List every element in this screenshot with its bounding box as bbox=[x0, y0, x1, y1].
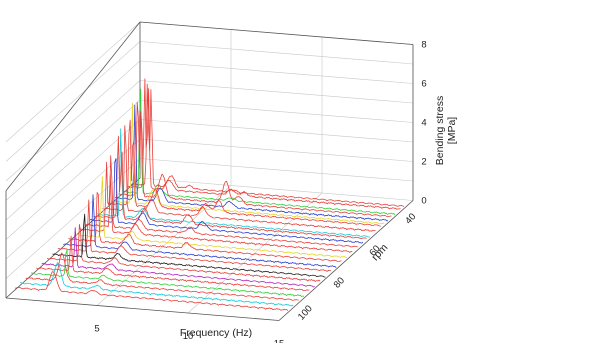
z-tick-label: 0 bbox=[421, 196, 426, 207]
frame-edge bbox=[139, 21, 414, 45]
side-wall-gridline bbox=[5, 99, 141, 221]
frame-edge bbox=[5, 21, 141, 191]
x-tick-label: 5 bbox=[94, 324, 99, 335]
floor-gridline bbox=[187, 192, 323, 314]
x-tick-label: 15 bbox=[274, 339, 285, 343]
series-line-rpm-97 bbox=[20, 262, 294, 307]
x-axis-title: Frequency (Hz) bbox=[180, 327, 252, 339]
series-line-rpm-35 bbox=[130, 83, 405, 207]
series-line-rpm-82 bbox=[46, 223, 321, 282]
back-wall-gridline bbox=[139, 138, 414, 162]
series-line-rpm-44 bbox=[114, 104, 389, 222]
z-tick-label: 6 bbox=[421, 79, 426, 90]
side-wall-gridline bbox=[5, 158, 141, 279]
back-wall-gridline bbox=[139, 119, 414, 143]
series-line-rpm-64 bbox=[79, 161, 353, 253]
back-wall-gridline bbox=[139, 158, 414, 182]
grid-layer bbox=[5, 21, 414, 321]
z-tick-label: 4 bbox=[421, 118, 426, 129]
back-wall-gridline bbox=[139, 99, 414, 123]
series-line-rpm-94 bbox=[25, 252, 299, 301]
series-line-rpm-48 bbox=[107, 119, 381, 227]
series-line-rpm-37 bbox=[127, 78, 401, 210]
back-wall-gridline bbox=[139, 80, 414, 104]
z-tick-label: 8 bbox=[421, 40, 426, 51]
frame-edge bbox=[5, 177, 141, 299]
series-line-rpm-88 bbox=[36, 235, 310, 291]
series-line-rpm-67 bbox=[73, 176, 347, 258]
series-traces bbox=[14, 78, 405, 311]
y-tick-label: 40 bbox=[403, 211, 418, 226]
axis-frame bbox=[5, 21, 414, 321]
z-tick-label: 2 bbox=[421, 157, 426, 168]
series-line-rpm-76 bbox=[57, 199, 331, 272]
frame-edge bbox=[5, 297, 280, 321]
side-wall-gridline bbox=[5, 21, 141, 143]
series-line-rpm-56 bbox=[93, 135, 367, 240]
series-line-rpm-46 bbox=[111, 102, 385, 225]
side-wall-gridline bbox=[5, 41, 141, 162]
z-axis-title: Bending stress[MPa] bbox=[434, 96, 458, 165]
series-line-rpm-73 bbox=[63, 194, 337, 268]
x-tick-label: 10 bbox=[183, 331, 194, 342]
series-line-rpm-85 bbox=[41, 227, 315, 288]
frame-edge bbox=[278, 200, 414, 321]
series-line-rpm-54 bbox=[96, 128, 371, 238]
y-tick-label: 100 bbox=[296, 303, 315, 322]
series-line-rpm-79 bbox=[52, 213, 326, 278]
series-line-rpm-70 bbox=[68, 192, 342, 262]
y-tick-label: 80 bbox=[332, 275, 347, 290]
series-line-rpm-40 bbox=[122, 88, 396, 216]
back-wall-gridline bbox=[139, 60, 414, 84]
back-wall-gridline bbox=[139, 41, 414, 65]
series-line-rpm-42 bbox=[118, 101, 392, 218]
series-line-rpm-100 bbox=[14, 271, 289, 311]
back-wall-gridline bbox=[139, 177, 414, 201]
side-wall-gridline bbox=[5, 80, 141, 201]
side-wall-gridline bbox=[5, 60, 141, 182]
side-wall-gridline bbox=[5, 119, 141, 240]
series-line-rpm-91 bbox=[30, 249, 305, 297]
series-line-rpm-61 bbox=[84, 155, 358, 248]
series-line-rpm-51 bbox=[102, 125, 376, 232]
